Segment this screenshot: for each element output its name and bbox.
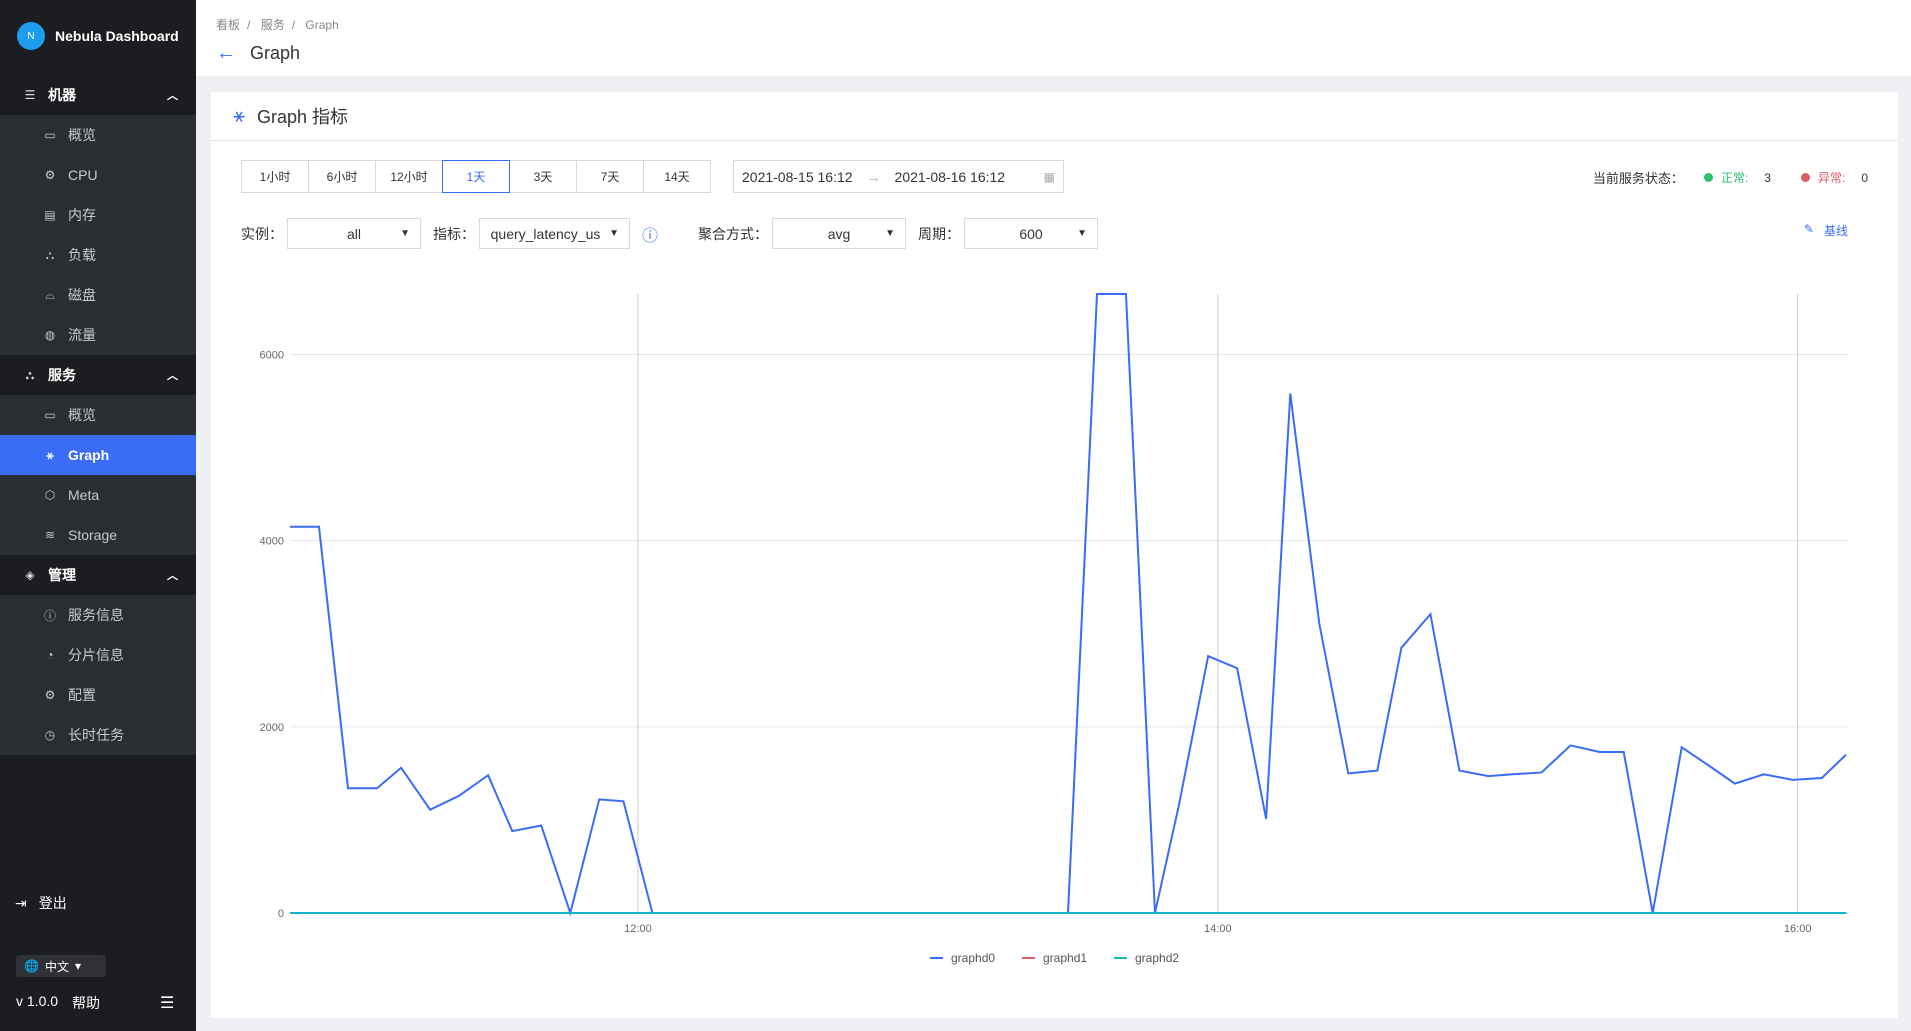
meta-icon: ⬡ bbox=[44, 488, 56, 502]
cpu-icon: ⚙ bbox=[44, 168, 56, 182]
breadcrumb-item: Graph bbox=[305, 18, 339, 32]
version: v 1.0.0 bbox=[16, 993, 59, 1009]
caret-down-icon: ▼ bbox=[400, 228, 410, 239]
y-tick-label: 2000 bbox=[260, 722, 284, 734]
y-tick-label: 4000 bbox=[260, 536, 284, 548]
info-icon[interactable]: ⓘ bbox=[642, 227, 659, 245]
aggregation-select[interactable]: avg ▼ bbox=[772, 218, 907, 249]
logout-icon: ⇥ bbox=[15, 894, 27, 911]
sidebar-item-服务信息[interactable]: ⓘ 服务信息 bbox=[43, 607, 124, 623]
page-header: 看板 / 服务 / Graph ← Graph bbox=[196, 0, 1911, 76]
pie-icon: ◔ bbox=[46, 648, 54, 662]
sidebar-group-1[interactable]: ⛬ 服务 ︿ bbox=[0, 355, 196, 395]
sidebar-item-CPU[interactable]: ⚙ CPU bbox=[0, 155, 196, 195]
time-button[interactable]: 14天 bbox=[643, 160, 711, 193]
disk-icon: ⌓ bbox=[45, 287, 55, 302]
range-start[interactable]: 2021-08-15 16:12 bbox=[742, 168, 853, 185]
nebula-logo-icon: N bbox=[17, 22, 45, 50]
graph-icon: ⚹ bbox=[46, 447, 54, 462]
sidebar-item-磁盘[interactable]: ⌓ 磁盘 bbox=[0, 275, 196, 315]
sidebar-item-长时任务[interactable]: ◷ 长时任务 bbox=[0, 715, 196, 755]
time-button[interactable]: 1天 bbox=[442, 160, 510, 193]
language-select[interactable]: 🌐 中文 ▾ bbox=[16, 955, 106, 977]
edit-icon: ✎ bbox=[1803, 222, 1814, 236]
sidebar-item-分片信息[interactable]: ◔ 分片信息 bbox=[0, 635, 196, 675]
time-button[interactable]: 7天 bbox=[576, 160, 644, 193]
chart-icon: ▭ bbox=[44, 128, 56, 142]
storage-icon: ≋ bbox=[44, 528, 56, 542]
calendar-icon: ▦ bbox=[1043, 169, 1055, 184]
series-line-graphd0 bbox=[290, 293, 1847, 917]
y-tick-label: 0 bbox=[278, 908, 284, 920]
instance-select[interactable]: all ▼ bbox=[287, 218, 421, 249]
app-title: Nebula Dashboard bbox=[55, 28, 179, 44]
layers-icon: ◈ bbox=[25, 568, 35, 582]
chevron-up-icon: ︿ bbox=[167, 370, 178, 382]
load-icon: ⛬ bbox=[45, 247, 55, 262]
clock-icon: ◷ bbox=[44, 728, 56, 742]
card-title: Graph 指标 bbox=[257, 107, 349, 127]
back-arrow-icon[interactable]: ← bbox=[216, 42, 236, 64]
graph-icon: ⚹ bbox=[233, 104, 245, 127]
collapse-menu-icon[interactable]: ☰ bbox=[160, 995, 175, 1012]
legend-item: graphd1 bbox=[1043, 951, 1087, 965]
sidebar-item-概览[interactable]: ▭ 概览 bbox=[0, 115, 196, 155]
abnormal-count: 0 bbox=[1861, 170, 1868, 185]
help-link[interactable]: 帮助 bbox=[72, 995, 101, 1011]
caret-down-icon: ▾ bbox=[74, 959, 81, 973]
normal-dot-icon bbox=[1703, 173, 1713, 182]
sidebar-item-负载[interactable]: ⛬ 负载 bbox=[0, 235, 196, 275]
globe-icon: 🌐 bbox=[24, 959, 39, 973]
legend-item: graphd2 bbox=[1135, 951, 1179, 965]
normal-count: 3 bbox=[1764, 170, 1771, 185]
sidebar-item-概览[interactable]: ▭ 概览 bbox=[0, 395, 196, 435]
caret-down-icon: ▼ bbox=[609, 228, 619, 239]
range-end[interactable]: 2021-08-16 16:12 bbox=[894, 168, 1006, 185]
arrow-right-icon: → bbox=[866, 168, 881, 185]
memory-icon: ▤ bbox=[44, 208, 56, 222]
sidebar-item-Storage[interactable]: ≋ Storage bbox=[0, 515, 196, 555]
sidebar: N Nebula Dashboard ☰ 机器 ︿ ▭ 概览 ⚙ CPU ▤ 内存 ⛬ 负载 ⌓ 磁盘 ◍… bbox=[0, 0, 196, 1031]
sidebar-item-配置[interactable]: ⚙ 配置 bbox=[0, 675, 196, 715]
legend-item: graphd0 bbox=[951, 951, 995, 965]
gear-icon: ⚙ bbox=[44, 688, 56, 702]
y-tick-label: 6000 bbox=[260, 350, 284, 362]
sidebar-group-0[interactable]: ☰ 机器 ︿ bbox=[0, 75, 196, 115]
caret-down-icon: ▼ bbox=[1077, 228, 1088, 239]
x-tick-label: 16:00 bbox=[1784, 923, 1812, 935]
time-range-buttons: 1小时 6小时 12小时 1天 3天 7天 14天 bbox=[241, 160, 711, 193]
info-icon: ⓘ bbox=[43, 608, 56, 623]
chevron-up-icon: ︿ bbox=[167, 90, 178, 102]
x-tick-label: 12:00 bbox=[624, 923, 652, 935]
breadcrumb-item[interactable]: 服务 bbox=[260, 18, 285, 32]
time-button[interactable]: 1小时 bbox=[241, 160, 309, 193]
sidebar-item-内存[interactable]: ▤ 内存 bbox=[0, 195, 196, 235]
date-range-picker[interactable]: 2021-08-15 16:12 → 2021-08-16 16:12 ▦ bbox=[733, 160, 1064, 193]
period-select[interactable]: 600 ▼ bbox=[964, 218, 1099, 249]
metric-select[interactable]: query_latency_us ▼ bbox=[479, 218, 630, 249]
chart-icon: ▭ bbox=[44, 408, 56, 422]
logo[interactable]: N Nebula Dashboard bbox=[17, 22, 179, 50]
breadcrumb: 看板 / 服务 / Graph bbox=[216, 18, 339, 32]
sidebar-item-流量[interactable]: ◍ 流量 bbox=[0, 315, 196, 355]
graph-metrics-card: ⚹ Graph 指标 1小时 6小时 12小时 1天 3天 7天 14天 2021-08-15… bbox=[211, 92, 1898, 1018]
time-button[interactable]: 3天 bbox=[509, 160, 577, 193]
chevron-up-icon: ︿ bbox=[167, 570, 178, 582]
logout-button[interactable]: ⇥ 登出 bbox=[15, 894, 67, 912]
sitemap-icon: ⛬ bbox=[25, 367, 35, 382]
service-status: 当前服务状态： 正常: 3 异常: 0 bbox=[1592, 170, 1868, 187]
page-title: Graph bbox=[250, 43, 301, 63]
globe-icon: ◍ bbox=[44, 328, 56, 342]
abnormal-dot-icon bbox=[1800, 173, 1810, 182]
x-tick-label: 14:00 bbox=[1204, 923, 1232, 935]
sidebar-item-Graph[interactable]: ⚹ Graph bbox=[0, 435, 196, 475]
breadcrumb-item[interactable]: 看板 bbox=[216, 18, 241, 32]
caret-down-icon: ▼ bbox=[885, 228, 896, 239]
sidebar-group-2[interactable]: ◈ 管理 ︿ bbox=[0, 555, 196, 595]
server-icon: ☰ bbox=[24, 88, 36, 102]
sidebar-item-Meta[interactable]: ⬡ Meta bbox=[0, 475, 196, 515]
baseline-button[interactable]: ✎ 基线 bbox=[1803, 222, 1848, 238]
time-button[interactable]: 6小时 bbox=[308, 160, 376, 193]
